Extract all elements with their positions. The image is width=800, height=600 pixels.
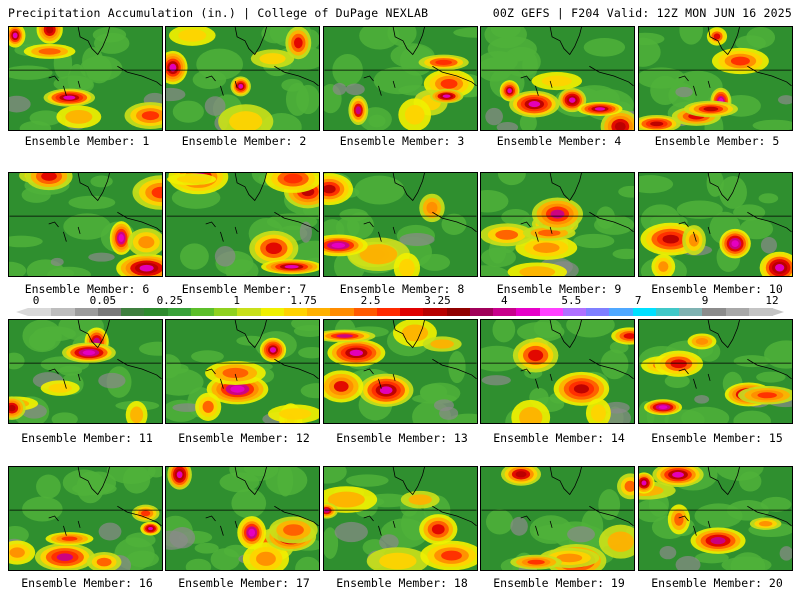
colorbar-swatch	[97, 308, 122, 316]
ensemble-member-map	[165, 319, 320, 424]
colorbar-swatch	[283, 308, 308, 316]
ensemble-member-caption: Ensemble Member: 13	[336, 431, 468, 445]
colorbar-tick-label: 9	[701, 294, 709, 307]
ensemble-member-caption: Ensemble Member: 9	[496, 282, 622, 296]
ensemble-member-caption: Ensemble Member: 6	[24, 282, 150, 296]
ensemble-member-caption: Ensemble Member: 20	[651, 576, 783, 590]
ensemble-member-map	[323, 319, 478, 424]
colorbar-swatch	[423, 308, 447, 316]
ensemble-member-caption: Ensemble Member: 16	[21, 576, 153, 590]
ensemble-member-map	[480, 26, 635, 131]
colorbar-swatch	[632, 308, 657, 316]
ensemble-member-map	[323, 466, 478, 571]
ensemble-member-caption: Ensemble Member: 5	[654, 134, 780, 148]
ensemble-member-caption: Ensemble Member: 12	[178, 431, 310, 445]
colorbar-swatch	[655, 308, 680, 316]
ensemble-member-caption: Ensemble Member: 2	[181, 134, 307, 148]
colorbar-swatch	[748, 308, 773, 316]
colorbar-left-arrow	[16, 308, 28, 316]
ensemble-member-caption: Ensemble Member: 10	[651, 282, 783, 296]
colorbar-swatch	[214, 308, 238, 316]
colorbar-swatch	[74, 308, 99, 316]
colorbar-swatch	[190, 308, 215, 316]
ensemble-member-map	[323, 172, 478, 277]
ensemble-member-map	[480, 466, 635, 571]
ensemble-member-map	[480, 172, 635, 277]
ensemble-member-map	[323, 26, 478, 131]
colorbar-swatch	[516, 308, 540, 316]
colorbar-swatch	[353, 308, 378, 316]
colorbar-swatch	[539, 308, 564, 316]
colorbar-swatch	[725, 308, 750, 316]
ensemble-member-map	[8, 26, 163, 131]
colorbar-swatch	[167, 308, 192, 316]
ensemble-member-map	[638, 26, 793, 131]
colorbar-swatch	[562, 308, 587, 316]
colorbar-swatch	[307, 308, 331, 316]
colorbar-tick-label: 1	[233, 294, 241, 307]
ensemble-member-map	[638, 172, 793, 277]
colorbar-swatch	[400, 308, 424, 316]
colorbar-right-arrow	[772, 308, 784, 316]
colorbar-swatch	[469, 308, 494, 316]
ensemble-member-caption: Ensemble Member: 7	[181, 282, 307, 296]
colorbar-swatch	[376, 308, 401, 316]
ensemble-member-caption: Ensemble Member: 17	[178, 576, 310, 590]
ensemble-member-map	[638, 319, 793, 424]
ensemble-member-caption: Ensemble Member: 1	[24, 134, 150, 148]
colorbar-swatch	[260, 308, 285, 316]
ensemble-member-map	[8, 172, 163, 277]
ensemble-member-map	[165, 466, 320, 571]
colorbar-swatch	[28, 308, 52, 316]
ensemble-member-caption: Ensemble Member: 19	[493, 576, 625, 590]
colorbar-tick-label: 1.75	[290, 294, 317, 307]
ensemble-member-map	[165, 172, 320, 277]
colorbar-swatch	[51, 308, 75, 316]
colorbar-tick-label: 0.25	[156, 294, 184, 307]
colorbar-tick-label: 7	[634, 294, 642, 307]
colorbar-swatch	[609, 308, 633, 316]
colorbar-tick-label: 5.5	[561, 294, 582, 307]
ensemble-member-map	[8, 466, 163, 571]
colorbar-swatch	[493, 308, 517, 316]
ensemble-member-caption: Ensemble Member: 18	[336, 576, 468, 590]
ensemble-member-caption: Ensemble Member: 15	[651, 431, 783, 445]
colorbar-swatch	[679, 308, 703, 316]
colorbar-swatch	[586, 308, 610, 316]
colorbar-swatch	[144, 308, 168, 316]
ensemble-member-caption: Ensemble Member: 4	[496, 134, 622, 148]
colorbar-swatch	[330, 308, 354, 316]
precip-colorbar: 0 0.05 0.25 1 1.75 2.5 3.25 4 5.5 7 9 12	[8, 294, 792, 324]
ensemble-member-caption: Ensemble Member: 14	[493, 431, 625, 445]
colorbar-swatch	[237, 308, 261, 316]
ensemble-member-caption: Ensemble Member: 11	[21, 431, 153, 445]
colorbar-tick-label: 4	[501, 294, 508, 307]
ensemble-member-caption: Ensemble Member: 8	[339, 282, 465, 296]
colorbar-swatch	[446, 308, 471, 316]
ensemble-member-caption: Ensemble Member: 3	[339, 134, 465, 148]
ensemble-member-map	[8, 319, 163, 424]
map-title: Precipitation Accumulation (in.) | Colle…	[8, 6, 429, 20]
model-valid-time: 00Z GEFS | F204 Valid: 12Z MON JUN 16 20…	[492, 6, 792, 20]
colorbar-swatch	[702, 308, 726, 316]
colorbar-swatch	[121, 308, 145, 316]
colorbar-tick-label: 0	[32, 294, 40, 307]
colorbar-tick-label: 12	[765, 294, 779, 307]
colorbar-tick-label: 0.05	[89, 294, 117, 307]
colorbar-tick-label: 3.25	[424, 294, 451, 307]
ensemble-member-map	[638, 466, 793, 571]
colorbar-tick-label: 2.5	[360, 294, 381, 307]
ensemble-member-map	[165, 26, 320, 131]
ensemble-member-map	[480, 319, 635, 424]
